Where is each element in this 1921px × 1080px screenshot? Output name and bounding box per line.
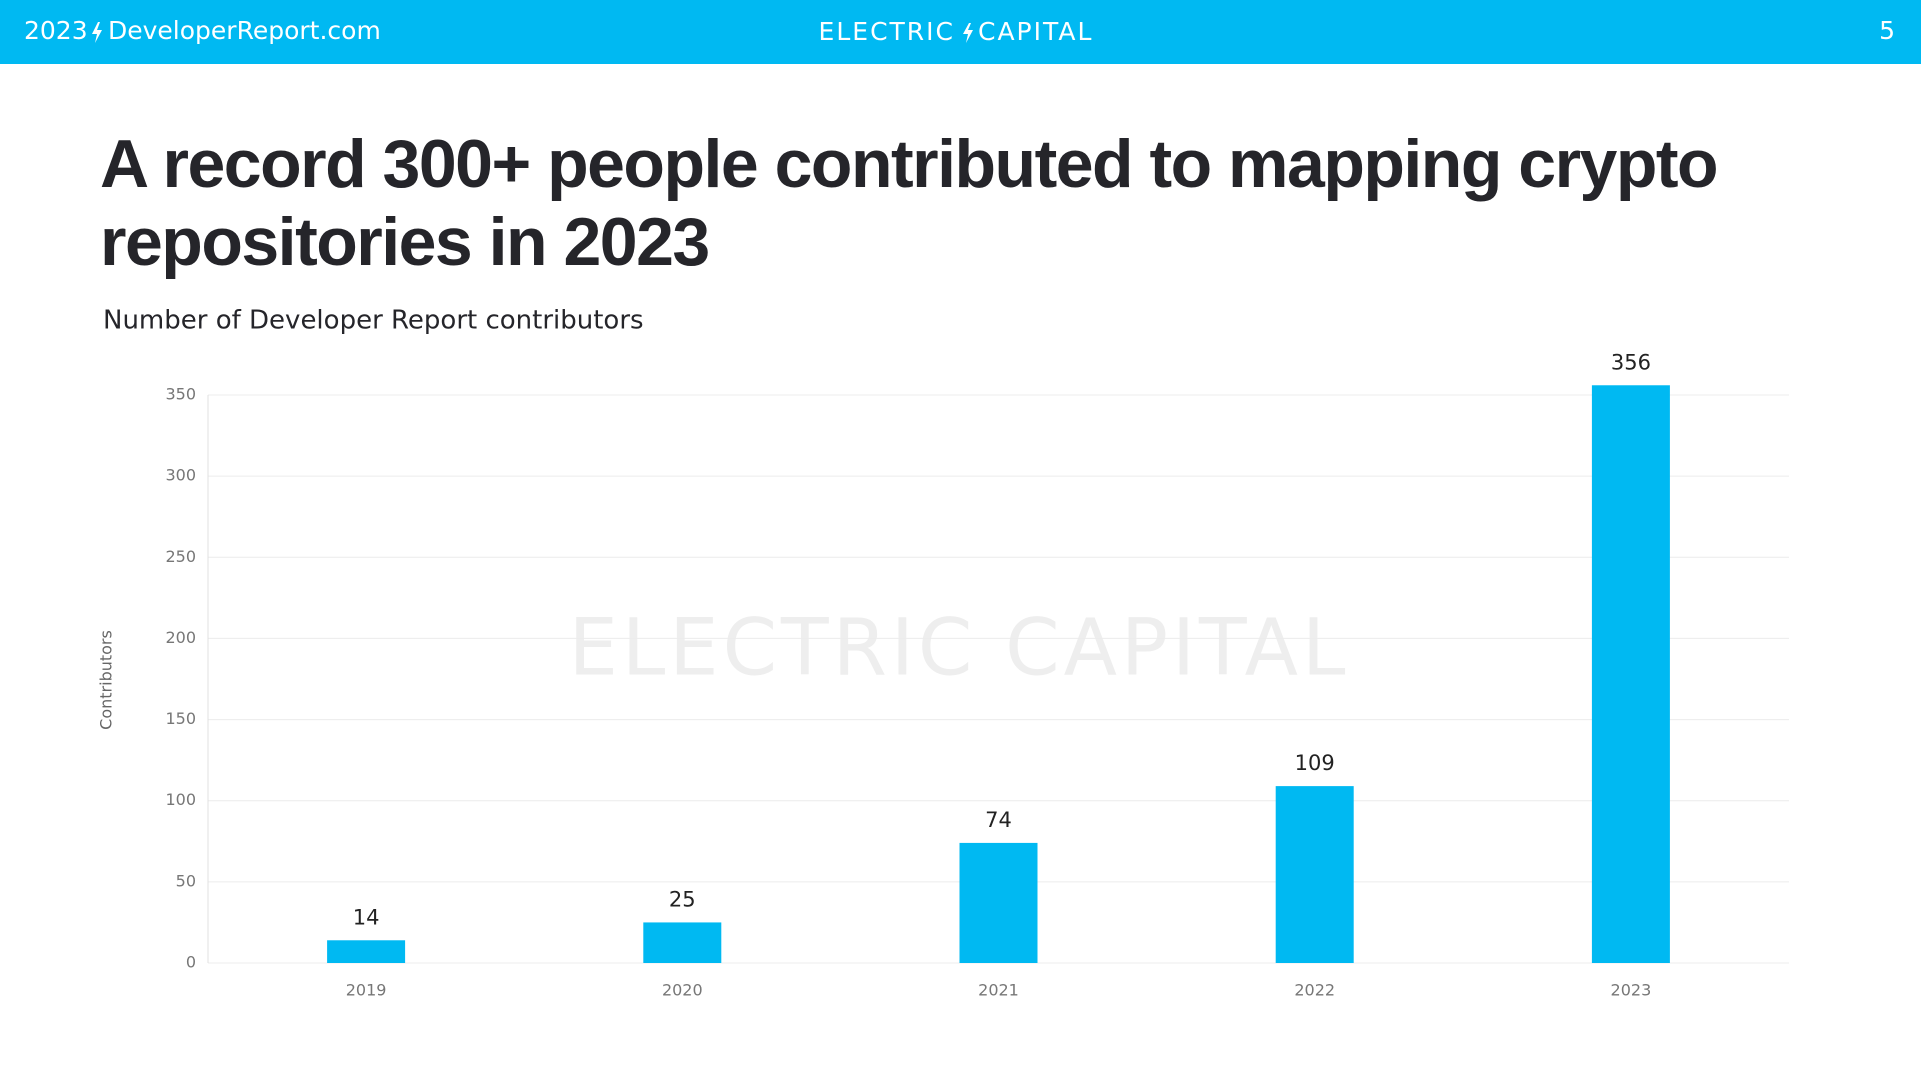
header-site: DeveloperReport.com	[108, 16, 381, 45]
x-tick-label: 2022	[1294, 981, 1335, 1000]
value-label: 356	[1611, 350, 1651, 374]
y-tick-label: 250	[165, 547, 196, 566]
y-tick-label: 200	[165, 628, 196, 647]
bar	[327, 940, 406, 963]
bolt-icon	[92, 22, 102, 43]
y-tick-label: 50	[176, 871, 196, 890]
y-tick-label: 150	[165, 709, 196, 728]
bar	[643, 922, 722, 963]
slide-title: A record 300+ people contributed to mapp…	[100, 126, 1717, 202]
watermark: ELECTRIC CAPITAL	[569, 603, 1350, 693]
bar	[959, 842, 1038, 963]
header-bar	[0, 0, 1921, 64]
page-number: 5	[1879, 16, 1895, 45]
header-year: 2023	[24, 16, 88, 45]
y-axis-label: Contributors	[97, 630, 116, 730]
chart-subtitle: Number of Developer Report contributors	[103, 306, 644, 336]
y-tick-label: 100	[165, 790, 196, 809]
bar	[1275, 786, 1354, 963]
x-tick-label: 2020	[662, 981, 703, 1000]
x-tick-label: 2019	[346, 981, 387, 1000]
slide-title: repositories in 2023	[100, 204, 709, 280]
brand-left: ELECTRIC	[819, 17, 955, 46]
value-label: 25	[669, 887, 696, 911]
bolt-icon	[963, 23, 973, 43]
brand-right: CAPITAL	[978, 17, 1093, 46]
value-label: 74	[985, 808, 1012, 832]
x-tick-label: 2023	[1611, 981, 1652, 1000]
y-tick-label: 300	[165, 466, 196, 485]
x-tick-label: 2021	[978, 981, 1019, 1000]
y-tick-label: 0	[186, 953, 196, 972]
value-label: 109	[1295, 751, 1335, 775]
y-tick-label: 350	[165, 385, 196, 404]
value-label: 14	[353, 905, 380, 929]
bar	[1591, 385, 1670, 964]
